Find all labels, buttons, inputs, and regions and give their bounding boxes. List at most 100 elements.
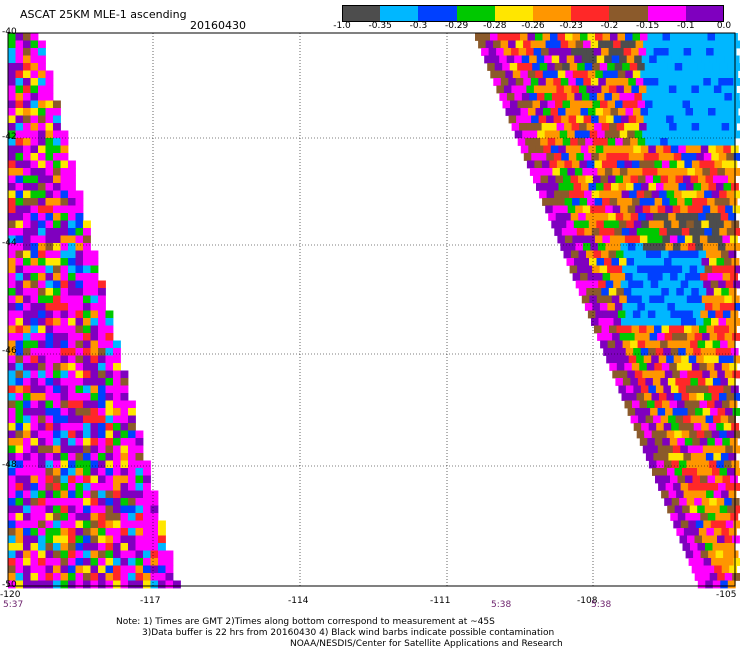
mle-cells (8, 33, 740, 589)
mle-cell (105, 543, 114, 551)
mle-cell (586, 250, 594, 259)
mle-cell (518, 85, 527, 94)
mle-cell (53, 528, 61, 536)
mle-cell (8, 115, 16, 124)
mle-cell (30, 55, 39, 64)
mle-cell (577, 100, 586, 109)
mle-cell (619, 130, 628, 139)
mle-cell (612, 333, 620, 341)
mle-cell (684, 198, 693, 206)
mle-cell (30, 520, 39, 529)
mle-cell (640, 70, 649, 79)
mle-cell (545, 40, 554, 49)
mle-cell (699, 235, 708, 244)
mle-cell (680, 205, 689, 214)
mle-cell (30, 153, 39, 161)
mle-cell (53, 415, 61, 424)
mle-cell (68, 295, 76, 304)
mle-cell (60, 288, 69, 296)
mle-cell (553, 78, 562, 86)
mle-cell (622, 340, 631, 349)
mle-cell (687, 445, 696, 454)
mle-cell (75, 273, 84, 281)
mle-cell (565, 33, 573, 41)
mle-cell (618, 108, 626, 116)
mle-cell (573, 183, 582, 191)
mle-cell (635, 205, 644, 214)
mle-cell (120, 550, 129, 559)
mle-cell (681, 115, 689, 124)
mle-cell (83, 288, 91, 296)
mle-cell (15, 363, 24, 371)
mle-cell (83, 348, 91, 356)
mle-cell (53, 123, 61, 131)
mle-cell (635, 243, 644, 251)
mle-cell (674, 393, 682, 401)
mle-cell (716, 183, 724, 191)
mle-cell (135, 520, 144, 529)
mle-cell (30, 348, 39, 356)
mle-cell (613, 153, 622, 161)
mle-cell (53, 220, 61, 229)
mle-cell (536, 55, 545, 64)
mle-cell (60, 175, 69, 184)
mle-cell (30, 393, 39, 401)
mle-cell (38, 250, 46, 259)
mle-cell (580, 33, 588, 41)
mle-cell (691, 490, 699, 499)
mle-cell (732, 333, 740, 341)
mle-cell (30, 145, 39, 154)
mle-cell (30, 205, 39, 214)
mle-cell (631, 48, 639, 56)
mle-cell (723, 183, 732, 191)
mle-cell (15, 513, 24, 521)
mle-cell (113, 573, 121, 581)
mle-cell (531, 153, 540, 161)
mle-cell (695, 243, 704, 251)
mle-cell (686, 183, 694, 191)
mle-cell (626, 93, 635, 101)
mle-cell (53, 535, 61, 544)
mle-cell (645, 213, 654, 221)
mle-cell (702, 130, 711, 139)
mle-cell (68, 258, 76, 266)
mle-cell (105, 558, 114, 566)
mle-cell (696, 393, 705, 401)
mle-cell (713, 453, 722, 461)
mle-cell (724, 498, 733, 506)
mle-cell (45, 265, 54, 274)
mle-cell (594, 325, 602, 334)
mle-cell (556, 123, 565, 131)
mle-cell (696, 115, 704, 124)
mle-cell (45, 318, 54, 326)
mle-cell (734, 505, 740, 514)
mle-cell (615, 100, 623, 109)
mle-cell (60, 438, 69, 446)
mle-cell (632, 310, 641, 319)
mle-cell (628, 280, 637, 289)
mle-cell (724, 168, 733, 176)
mle-cell (90, 520, 99, 529)
mle-cell (68, 333, 76, 341)
mle-cell (83, 580, 91, 589)
mle-cell (597, 205, 606, 214)
mle-cell (663, 145, 672, 154)
mle-cell (30, 168, 39, 176)
mle-cell (688, 558, 697, 566)
mle-cell (113, 340, 121, 349)
mle-cell (83, 385, 91, 394)
mle-cell (60, 498, 69, 506)
mle-cell (696, 355, 705, 364)
mle-cell (575, 205, 584, 214)
mle-cell (698, 490, 707, 499)
mle-cell (676, 490, 684, 499)
mle-cell (681, 430, 690, 439)
mle-cell (135, 453, 144, 461)
mle-cell (98, 393, 106, 401)
mle-cell (30, 48, 39, 56)
mle-cell (105, 565, 114, 574)
mle-cell (83, 378, 91, 386)
mle-cell (15, 280, 24, 289)
mle-cell (60, 430, 69, 439)
mle-cell (703, 40, 711, 49)
